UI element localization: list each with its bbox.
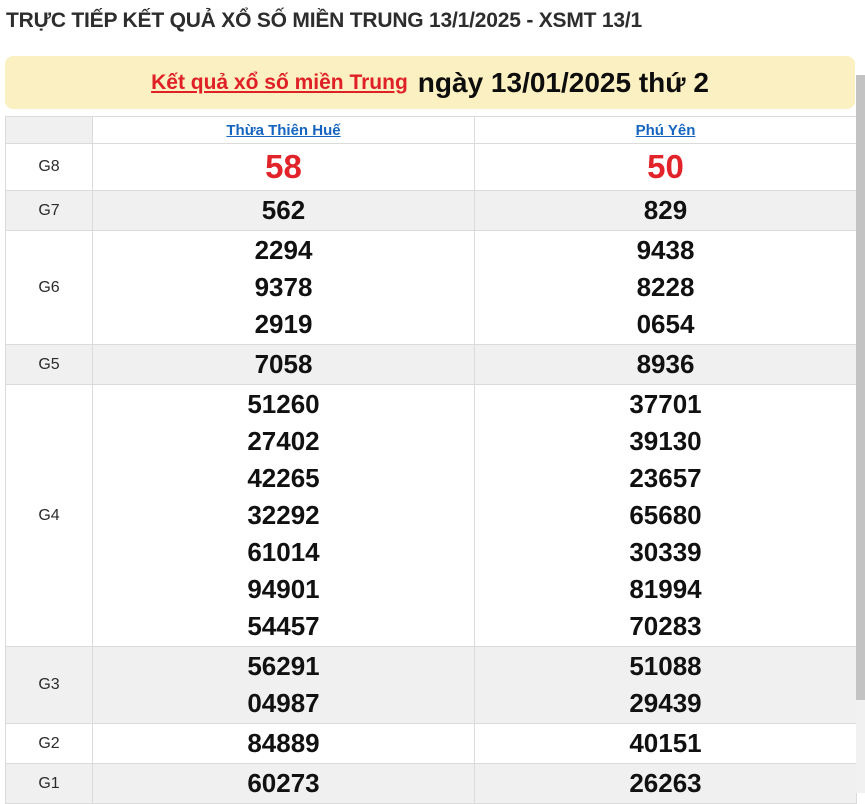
- prize-label: G5: [5, 344, 93, 385]
- result-number: 2294: [254, 235, 313, 265]
- scrollbar-thumb[interactable]: [856, 75, 865, 700]
- prize-column-header: [5, 116, 93, 144]
- result-number: 29439: [629, 688, 702, 718]
- prize-row-g5: G5 7058 8936: [5, 344, 857, 385]
- prize-cell: 56291 04987: [92, 646, 475, 724]
- result-number: 51088: [629, 651, 702, 681]
- result-number: 54457: [247, 611, 320, 641]
- result-number: 58: [265, 148, 302, 185]
- prize-cell: 562: [92, 190, 475, 231]
- result-number: 8228: [636, 272, 695, 302]
- prize-cell: 40151: [474, 723, 857, 764]
- result-number: 27402: [247, 426, 320, 456]
- prize-row-g7: G7 562 829: [5, 190, 857, 231]
- results-banner: Kết quả xổ số miền Trung ngày 13/01/2025…: [5, 56, 855, 109]
- province-link-thua-thien-hue[interactable]: Thừa Thiên Huế: [226, 121, 341, 139]
- prize-cell: 2294 9378 2919: [92, 230, 475, 345]
- result-number: 39130: [629, 426, 702, 456]
- province-link-phu-yen[interactable]: Phú Yên: [635, 121, 696, 139]
- result-number: 829: [643, 195, 688, 225]
- results-table: Thừa Thiên Huế Phú Yên G8 58 50 G7 562 829 G6 2…: [5, 116, 857, 804]
- prize-label: G6: [5, 230, 93, 345]
- result-number: 42265: [247, 463, 320, 493]
- result-number: 7058: [254, 349, 313, 379]
- result-number: 94901: [247, 574, 320, 604]
- result-number: 84889: [247, 728, 320, 758]
- result-number: 37701: [629, 389, 702, 419]
- province-column-header: Phú Yên: [474, 116, 857, 144]
- prize-cell: 50: [474, 143, 857, 191]
- result-number: 65680: [629, 500, 702, 530]
- prize-row-g1: G1 60273 26263: [5, 763, 857, 804]
- result-number: 8936: [636, 349, 695, 379]
- result-number: 23657: [629, 463, 702, 493]
- prize-label: G3: [5, 646, 93, 724]
- result-number: 0654: [636, 309, 695, 339]
- prize-cell: 26263: [474, 763, 857, 804]
- result-number: 30339: [629, 537, 702, 567]
- prize-row-g2: G2 84889 40151: [5, 723, 857, 764]
- prize-cell: 84889: [92, 723, 475, 764]
- page-title: TRỰC TIẾP KẾT QUẢ XỔ SỐ MIỀN TRUNG 13/1/…: [6, 9, 642, 32]
- table-header-row: Thừa Thiên Huế Phú Yên: [5, 116, 857, 144]
- result-number: 9438: [636, 235, 695, 265]
- prize-row-g8: G8 58 50: [5, 143, 857, 191]
- prize-cell: 37701 39130 23657 65680 30339 81994 70283: [474, 384, 857, 647]
- result-number: 32292: [247, 500, 320, 530]
- result-number: 26263: [629, 768, 702, 798]
- province-column-header: Thừa Thiên Huế: [92, 116, 475, 144]
- result-number: 9378: [254, 272, 313, 302]
- result-number: 51260: [247, 389, 320, 419]
- result-number: 70283: [629, 611, 702, 641]
- prize-cell: 51260 27402 42265 32292 61014 94901 54457: [92, 384, 475, 647]
- result-number: 60273: [247, 768, 320, 798]
- scrollbar[interactable]: [856, 75, 865, 793]
- region-results-link[interactable]: Kết quả xổ số miền Trung: [151, 70, 408, 94]
- prize-label: G8: [5, 143, 93, 191]
- result-number: 562: [261, 195, 306, 225]
- prize-cell: 60273: [92, 763, 475, 804]
- prize-cell: 7058: [92, 344, 475, 385]
- prize-row-g4: G4 51260 27402 42265 32292 61014 94901 54457 377…: [5, 384, 857, 647]
- prize-label: G2: [5, 723, 93, 764]
- prize-row-g3: G3 56291 04987 51088 29439: [5, 646, 857, 724]
- result-number: 50: [647, 148, 684, 185]
- result-number: 81994: [629, 574, 702, 604]
- prize-cell: 58: [92, 143, 475, 191]
- result-number: 2919: [254, 309, 313, 339]
- prize-cell: 9438 8228 0654: [474, 230, 857, 345]
- prize-cell: 51088 29439: [474, 646, 857, 724]
- prize-label: G4: [5, 384, 93, 647]
- result-number: 04987: [247, 688, 320, 718]
- result-number: 40151: [629, 728, 702, 758]
- prize-cell: 829: [474, 190, 857, 231]
- draw-date-text: ngày 13/01/2025 thứ 2: [417, 66, 709, 98]
- result-number: 56291: [247, 651, 320, 681]
- result-number: 61014: [247, 537, 320, 567]
- prize-label: G7: [5, 190, 93, 231]
- prize-label: G1: [5, 763, 93, 804]
- prize-row-g6: G6 2294 9378 2919 9438 8228 0654: [5, 230, 857, 345]
- prize-cell: 8936: [474, 344, 857, 385]
